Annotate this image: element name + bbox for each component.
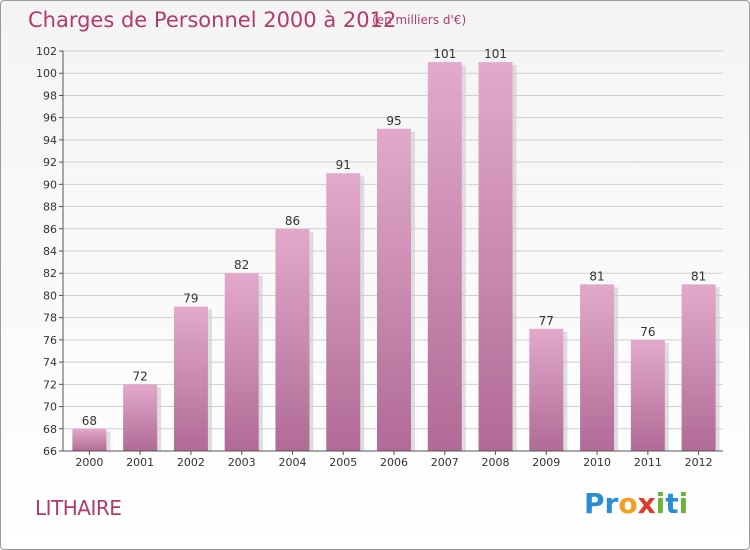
x-tick-label: 2004 [278, 456, 306, 469]
data-labels: 68 72 79 82 86 91 95 101 101 77 81 76 81 [82, 47, 707, 428]
data-label: 101 [484, 47, 507, 61]
y-tick-label: 66 [43, 445, 57, 458]
x-tick-label: 2001 [126, 456, 154, 469]
data-label: 91 [336, 158, 351, 172]
commune-name: LITHAIRE [35, 496, 122, 520]
bar-2001 [123, 384, 158, 451]
logo-letter: t [665, 487, 679, 520]
y-tick-label: 90 [43, 178, 57, 191]
data-label: 72 [133, 369, 148, 383]
y-tick-label: 84 [43, 245, 57, 258]
y-tick-label: 74 [43, 356, 57, 369]
y-tick-label: 98 [43, 89, 57, 102]
bar-2004 [275, 228, 310, 451]
data-label: 76 [640, 325, 655, 339]
x-tick-label: 2009 [532, 456, 560, 469]
logo-letter: r [604, 487, 619, 520]
bar-2005 [326, 173, 361, 451]
bar-2002 [173, 306, 208, 451]
x-tick-label: 2007 [431, 456, 459, 469]
proxiti-logo[interactable]: Proxiti [584, 487, 688, 520]
x-tick-label: 2008 [482, 456, 510, 469]
logo-letter: i [655, 487, 666, 520]
data-label: 79 [183, 292, 198, 306]
bars [72, 62, 720, 451]
bar-2011 [630, 339, 665, 451]
logo-letter: i [678, 487, 689, 520]
x-tick-label: 2010 [583, 456, 611, 469]
y-tick-label: 94 [43, 134, 57, 147]
y-tick-label: 96 [43, 112, 57, 125]
data-label: 77 [539, 314, 554, 328]
y-tick-label: 86 [43, 223, 57, 236]
x-tick-label: 2012 [685, 456, 713, 469]
logo-letter: P [584, 487, 605, 520]
y-tick-label: 78 [43, 312, 57, 325]
x-tick-label: 2002 [177, 456, 205, 469]
x-tick-label: 2000 [75, 456, 103, 469]
y-tick-label: 92 [43, 156, 57, 169]
logo-letter: o [618, 487, 638, 520]
data-label: 81 [691, 269, 706, 283]
data-label: 95 [386, 114, 401, 128]
bar-2009 [529, 328, 564, 451]
x-tick-label: 2011 [634, 456, 662, 469]
y-tick-label: 76 [43, 334, 57, 347]
y-axis: 66 68 70 72 74 76 78 80 82 84 86 88 90 92 94 96 98 100 102 [36, 45, 64, 458]
y-tick-label: 80 [43, 289, 57, 302]
x-axis: 2000 2001 2002 2003 2004 2005 2006 2007 2008 2009… [63, 450, 723, 469]
bar-2006 [377, 128, 411, 451]
y-tick-label: 100 [36, 67, 57, 80]
data-label: 82 [234, 258, 249, 272]
y-tick-label: 82 [43, 267, 57, 280]
bar-2003 [224, 273, 259, 451]
bar-2007 [427, 62, 462, 451]
x-tick-label: 2006 [380, 456, 408, 469]
bar-2000 [72, 428, 107, 451]
y-tick-label: 88 [43, 201, 57, 214]
x-tick-label: 2005 [329, 456, 357, 469]
data-label: 81 [589, 269, 604, 283]
y-tick-label: 72 [43, 378, 57, 391]
y-tick-label: 68 [43, 423, 57, 436]
x-tick-label: 2003 [228, 456, 256, 469]
data-label: 68 [82, 414, 97, 428]
data-label: 86 [285, 214, 300, 228]
bar-2012 [681, 284, 716, 451]
data-label: 101 [433, 47, 456, 61]
logo-letter: x [637, 487, 656, 520]
chart-title: Charges de Personnel 2000 à 2012 [28, 8, 397, 32]
y-tick-label: 102 [36, 45, 57, 58]
bar-2010 [580, 284, 615, 451]
bar-2008 [478, 62, 513, 451]
chart-subtitle: (en milliers d'€) [372, 13, 467, 27]
y-tick-label: 70 [43, 401, 57, 414]
